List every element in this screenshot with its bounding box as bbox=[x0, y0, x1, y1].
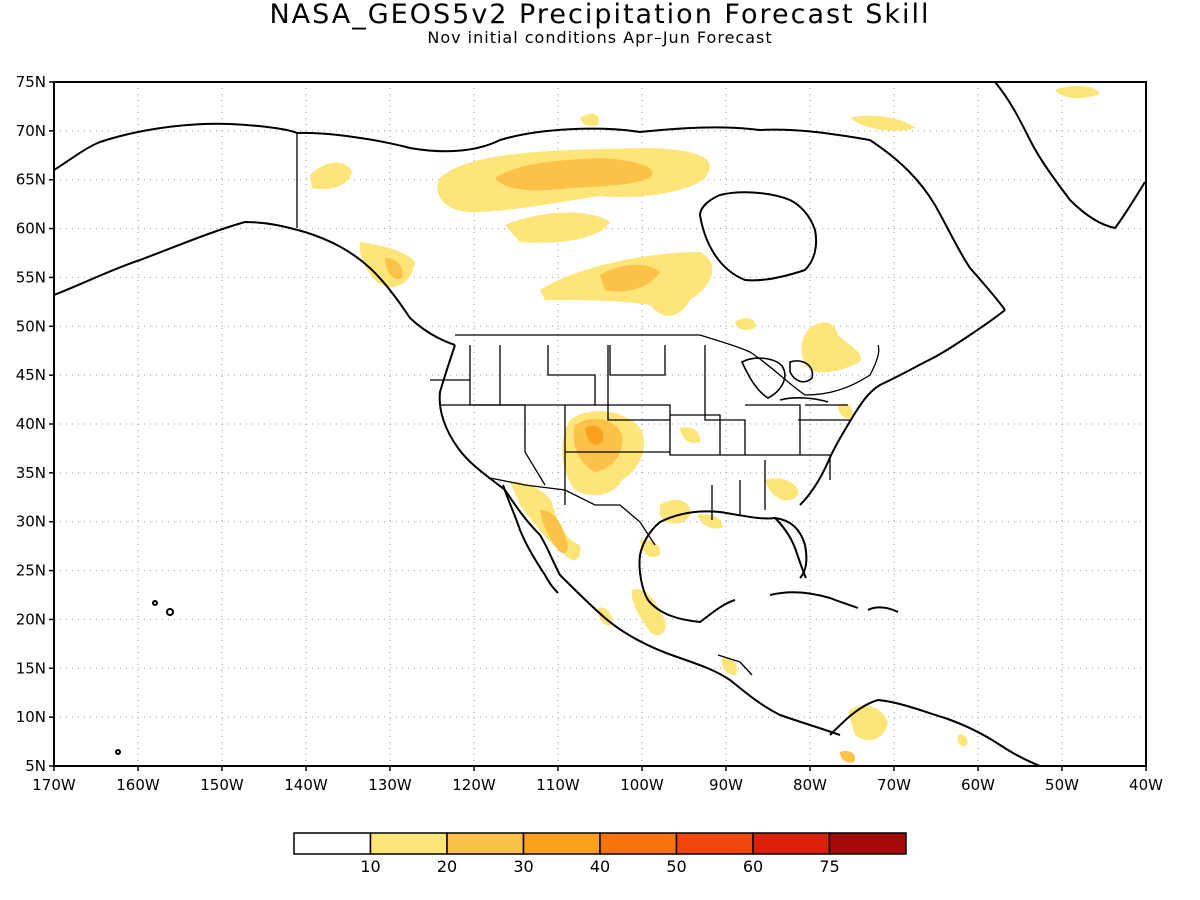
colorbar-label: 40 bbox=[590, 857, 610, 876]
skill-patch bbox=[838, 403, 853, 419]
lat-tick-label: 75N bbox=[16, 73, 46, 91]
skill-patch bbox=[698, 514, 723, 529]
colorbar-label: 75 bbox=[819, 857, 839, 876]
colorbar-label: 50 bbox=[666, 857, 686, 876]
colorbar-swatch bbox=[599, 832, 678, 855]
colorbar-swatch bbox=[293, 832, 372, 855]
colorbar-swatch bbox=[522, 832, 601, 855]
skill-shading bbox=[310, 85, 1100, 763]
lon-tick-label: 140W bbox=[284, 776, 328, 794]
latitude-axis: 75N 70N 65N 60N 55N 50N 45N 40N 35N 30N 25N 20N 15N 1… bbox=[16, 73, 54, 775]
skill-patch bbox=[721, 657, 738, 676]
lat-tick-label: 65N bbox=[16, 171, 46, 189]
map-title: NASA_GEOS5v2 Precipitation Forecast Skil… bbox=[269, 0, 931, 30]
lon-tick-label: 110W bbox=[536, 776, 580, 794]
skill-patch bbox=[310, 162, 352, 190]
colorbar-swatch bbox=[828, 832, 907, 855]
lat-tick-label: 30N bbox=[16, 513, 46, 531]
lat-tick-label: 25N bbox=[16, 562, 46, 580]
skill-patch bbox=[848, 705, 888, 741]
lat-tick-label: 35N bbox=[16, 464, 46, 482]
lon-tick-label: 130W bbox=[368, 776, 412, 794]
lat-tick-label: 45N bbox=[16, 366, 46, 384]
lat-tick-label: 60N bbox=[16, 220, 46, 238]
skill-patch bbox=[680, 427, 701, 444]
lat-tick-label: 10N bbox=[16, 708, 46, 726]
borders bbox=[296, 133, 880, 676]
colorbar-label: 10 bbox=[360, 857, 380, 876]
skill-patch bbox=[600, 264, 660, 292]
colorbar-label: 30 bbox=[513, 857, 533, 876]
great-lakes bbox=[740, 357, 829, 403]
colorbar-label: 60 bbox=[743, 857, 763, 876]
skill-patch bbox=[801, 322, 861, 373]
skill-patch bbox=[765, 478, 799, 501]
lon-tick-label: 80W bbox=[793, 776, 827, 794]
skill-patch bbox=[505, 212, 610, 243]
colorbar: 10 20 30 40 50 60 75 bbox=[293, 832, 907, 876]
lat-tick-label: 55N bbox=[16, 268, 46, 286]
lon-tick-label: 120W bbox=[452, 776, 496, 794]
skill-patch bbox=[957, 734, 968, 747]
map-subtitle: Nov initial conditions Apr–Jun Forecast bbox=[427, 28, 773, 47]
lon-tick-label: 90W bbox=[709, 776, 743, 794]
skill-patch bbox=[495, 158, 653, 191]
lon-tick-label: 50W bbox=[1045, 776, 1079, 794]
lat-tick-label: 5N bbox=[25, 757, 46, 775]
lon-tick-label: 40W bbox=[1129, 776, 1163, 794]
colorbar-swatch bbox=[369, 832, 448, 855]
lat-tick-label: 50N bbox=[16, 317, 46, 335]
skill-patch bbox=[540, 510, 568, 554]
lat-tick-label: 15N bbox=[16, 659, 46, 677]
skill-patch bbox=[640, 539, 661, 557]
skill-patch bbox=[580, 113, 599, 127]
colorbar-swatch bbox=[675, 832, 754, 855]
skill-patch bbox=[385, 258, 403, 280]
skill-patch bbox=[850, 115, 915, 131]
lat-tick-label: 70N bbox=[16, 122, 46, 140]
lat-tick-label: 20N bbox=[16, 610, 46, 628]
skill-patch bbox=[1055, 85, 1100, 99]
skill-patch bbox=[840, 750, 856, 763]
skill-patch bbox=[631, 589, 666, 636]
lon-tick-label: 160W bbox=[116, 776, 160, 794]
skill-patch bbox=[735, 318, 756, 330]
colorbar-swatch bbox=[446, 832, 525, 855]
lon-tick-label: 70W bbox=[877, 776, 911, 794]
lon-tick-label: 170W bbox=[32, 776, 76, 794]
colorbar-swatch bbox=[752, 832, 831, 855]
colorbar-label: 20 bbox=[437, 857, 457, 876]
skill-patch bbox=[585, 425, 604, 445]
longitude-axis: 170W 160W 150W 140W 130W 120W 110W 100W 90W 80W 70… bbox=[32, 766, 1163, 794]
lon-tick-label: 100W bbox=[620, 776, 664, 794]
lon-tick-label: 150W bbox=[200, 776, 244, 794]
lon-tick-label: 60W bbox=[961, 776, 995, 794]
lat-tick-label: 40N bbox=[16, 415, 46, 433]
coastlines bbox=[54, 82, 1146, 766]
